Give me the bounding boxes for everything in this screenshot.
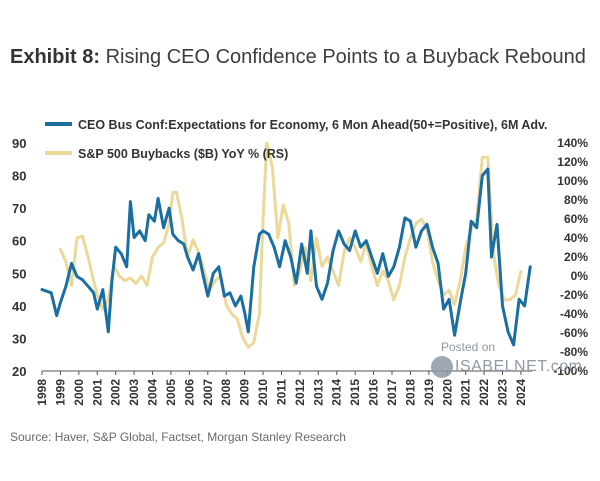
- y-left-tick-label: 20: [12, 364, 26, 379]
- x-tick-label: 2024: [514, 379, 528, 406]
- series-lines: [40, 141, 532, 349]
- y-left-tick-label: 40: [12, 299, 26, 314]
- y-right-tick-label: -60%: [560, 326, 588, 340]
- y-right-ticks: -100% -80% -60% -40% -20% 0% 20% 40% 60% 80% 100% 1…: [553, 136, 588, 378]
- x-tick-label: 2012: [293, 379, 307, 406]
- x-tick-label: 2000: [72, 379, 86, 406]
- y-right-tick-label: -40%: [560, 307, 588, 321]
- x-tick-label: 2005: [164, 379, 178, 406]
- y-right-tick-label: 0%: [571, 269, 589, 283]
- y-right-tick-label: 120%: [557, 155, 588, 169]
- series-line-ceo-confidence: [40, 167, 532, 347]
- x-tick-label: 2003: [127, 379, 141, 406]
- y-left-tick-label: 80: [12, 169, 26, 184]
- y-left-ticks: 20 30 40 50 60 70 80 90: [12, 136, 26, 379]
- x-tick-label: 1998: [35, 379, 49, 406]
- x-ticks: 1998 1999 2000 2001 2002 2003 2004 2005 2006 2007…: [35, 371, 528, 406]
- x-tick-label: 2011: [274, 379, 288, 405]
- x-tick-label: 2010: [256, 379, 270, 406]
- source-note: Source: Haver, S&P Global, Factset, Morg…: [10, 430, 346, 444]
- y-right-tick-label: 100%: [557, 174, 588, 188]
- y-left-tick-label: 70: [12, 201, 26, 216]
- x-tick-label: 2014: [330, 379, 344, 406]
- watermark: Posted on ISABELNET.com: [425, 340, 585, 382]
- chart-title-exhibit: Exhibit 8:: [10, 46, 101, 68]
- y-right-tick-label: -80%: [560, 345, 588, 359]
- x-tick-label: 2017: [385, 379, 399, 406]
- legend: CEO Bus Conf:Expectations for Economy, 6…: [45, 118, 548, 161]
- y-left-tick-label: 50: [12, 266, 26, 281]
- x-tick-label: 2004: [146, 379, 160, 406]
- watermark-posted-on: Posted on: [441, 340, 496, 354]
- globe-icon: [431, 356, 453, 378]
- x-tick-label: 1999: [53, 379, 67, 406]
- watermark-site: ISABELNET.com: [455, 358, 583, 375]
- legend-label-buybacks: S&P 500 Buybacks ($B) YoY % (RS): [78, 147, 288, 161]
- y-right-tick-label: 80%: [564, 193, 588, 207]
- x-tick-label: 2002: [109, 379, 123, 406]
- x-tick-label: 2013: [311, 379, 325, 406]
- x-tick-label: 2021: [459, 379, 473, 406]
- y-right-tick-label: 20%: [564, 250, 588, 264]
- x-tick-label: 2019: [422, 379, 436, 406]
- x-tick-label: 2008: [219, 379, 233, 406]
- x-tick-label: 2001: [90, 379, 104, 406]
- x-tick-label: 2006: [182, 379, 196, 406]
- x-tick-label: 2009: [238, 379, 252, 406]
- chart-title-text: Rising CEO Confidence Points to a Buybac…: [105, 46, 586, 68]
- x-tick-label: 2020: [440, 379, 454, 406]
- x-tick-label: 2016: [367, 379, 381, 406]
- y-right-tick-label: 140%: [557, 136, 588, 150]
- x-tick-label: 2007: [201, 379, 215, 406]
- y-left-tick-label: 30: [12, 331, 26, 346]
- x-tick-label: 2022: [477, 379, 491, 406]
- x-tick-label: 2015: [348, 379, 362, 406]
- chart-title: Exhibit 8: Rising CEO Confidence Points …: [10, 46, 586, 69]
- y-left-tick-label: 90: [12, 136, 26, 151]
- y-right-tick-label: -20%: [560, 288, 588, 302]
- legend-label-ceo: CEO Bus Conf:Expectations for Economy, 6…: [78, 118, 548, 132]
- x-tick-label: 2023: [496, 379, 510, 406]
- y-right-tick-label: 60%: [564, 212, 588, 226]
- y-right-tick-label: -100%: [553, 364, 588, 378]
- x-tick-label: 2018: [403, 379, 417, 406]
- y-right-tick-label: 40%: [564, 231, 588, 245]
- y-left-tick-label: 60: [12, 234, 26, 249]
